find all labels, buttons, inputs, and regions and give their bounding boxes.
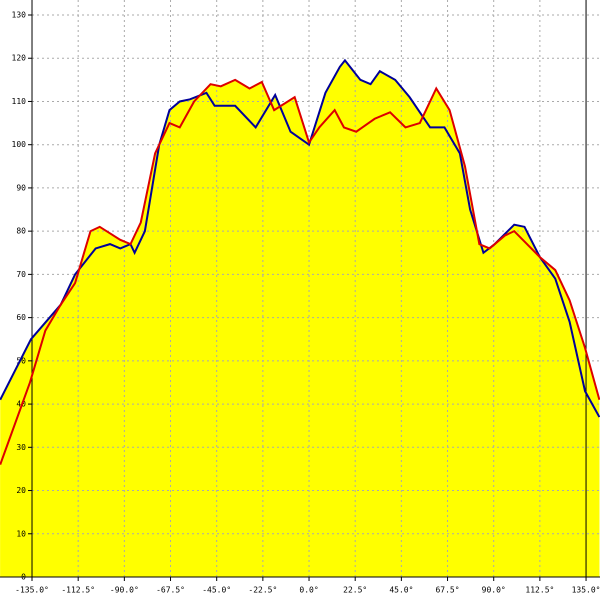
y-tick-label: 10 — [16, 529, 26, 538]
y-tick-label: 20 — [16, 486, 26, 495]
y-tick-label: 70 — [16, 270, 26, 279]
y-tick-label: 110 — [12, 97, 27, 106]
y-tick-label: 60 — [16, 313, 26, 322]
x-tick-label: -45.0° — [202, 586, 231, 595]
y-tick-label: 80 — [16, 227, 26, 236]
x-tick-label: 67.5° — [435, 586, 459, 595]
line — [0, 78, 600, 465]
y-tick-label: 120 — [12, 54, 27, 63]
area — [0, 79, 600, 577]
x-tick-label: 90.0° — [482, 586, 506, 595]
x-tick-label: -90.0° — [110, 586, 139, 595]
x-tick-label: -135.0° — [15, 586, 49, 595]
x-tick-label: 22.5° — [343, 586, 367, 595]
x-tick-label: 0.0° — [299, 586, 318, 595]
x-tick-label: -67.5° — [156, 586, 185, 595]
x-tick-label: 45.0° — [389, 586, 413, 595]
x-tick-label: 112.5° — [525, 586, 554, 595]
y-tick-label: 130 — [12, 11, 27, 20]
x-tick-label: 135.0° — [572, 586, 600, 595]
x-tick-label: -112.5° — [61, 586, 95, 595]
y-tick-label: 100 — [12, 140, 27, 149]
y-tick-label: 90 — [16, 183, 26, 192]
y-tick-label: 30 — [16, 443, 26, 452]
y-tick-label: 50 — [16, 356, 26, 365]
x-tick-label: -22.5° — [248, 586, 277, 595]
